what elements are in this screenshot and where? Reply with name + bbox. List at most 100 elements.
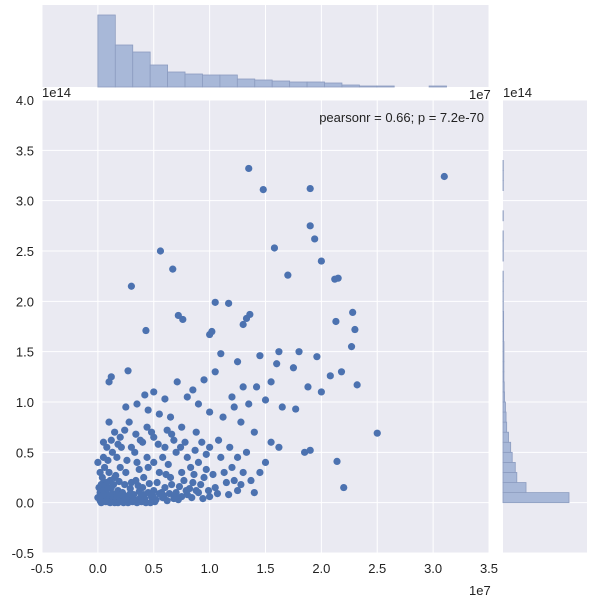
scatter-point [189,478,197,487]
scatter-point [134,481,142,490]
scatter-point [132,430,140,438]
scatter-point [135,465,143,474]
scatter-point [199,495,207,503]
scatter-point [155,410,163,418]
scatter-point [192,428,200,436]
scatter-point [94,458,102,466]
scatter-point [104,456,112,464]
scatter-point [273,360,281,368]
scatter-point [191,446,199,454]
x-marginal-bar [97,14,116,88]
scatter-point [197,480,205,489]
y-marginal-bar [502,391,505,403]
x-marginal-bar [289,81,308,88]
y-axis-offset-label: 1e14 [42,85,71,100]
scatter-point [175,482,184,491]
scatter-point [233,486,242,495]
scatter-point [267,438,275,446]
scatter-point [295,348,303,356]
y-marginal-bar [502,381,505,393]
scatter-point [143,423,151,431]
scatter-point [176,443,185,451]
y-tick-label: 1.5 [16,345,34,360]
x-tick-label: 0.0 [89,561,107,576]
scatter-point [164,460,172,469]
scatter-point [349,308,357,317]
scatter-point [143,453,151,461]
scatter-point [237,418,245,426]
scatter-point [166,413,175,421]
scatter-point [333,457,341,465]
x-tick-labels: -0.5 0.0 0.5 1.0 1.5 2.0 2.5 3.0 3.5 [31,561,498,576]
scatter-point [141,391,149,399]
x-tick-label: 1.0 [201,561,219,576]
scatter-point [306,222,314,230]
x-marginal-bar [428,85,447,88]
y-marginal-bar [502,371,505,383]
scatter-point [131,448,139,456]
scatter-point [161,395,169,403]
x-axis-offset-label: 1e7 [469,583,491,598]
scatter-point [122,468,130,477]
y-marginal-bar [502,421,508,433]
scatter-point [230,476,238,485]
scatter-point [233,453,242,461]
scatter-point [142,326,150,335]
scatter-point [202,450,210,458]
y-tick-label: 0.0 [16,496,34,511]
scatter-point [275,443,283,451]
scatter-point [256,352,264,360]
scatter-point [228,463,236,472]
scatter-point [250,489,258,497]
scatter-point [208,327,216,336]
scatter-point [239,320,247,329]
scatter-point [270,244,279,252]
scatter-point [183,393,191,401]
scatter-point [145,479,153,488]
scatter-point [211,368,219,376]
y-marginal-bar [502,472,518,483]
x-marginal-bars [97,14,447,88]
scatter-point [133,400,141,408]
scatter-point [204,486,213,495]
pearson-annotation: pearsonr = 0.66; p = 7.2e-70 [319,110,484,125]
scatter-point [247,476,255,485]
scatter-point [178,468,186,477]
scatter-point [103,443,111,451]
scatter-point [115,477,123,486]
x-marginal-bar [132,51,151,88]
scatter-point [105,418,113,426]
scatter-point [170,436,178,444]
y-tick-labels: -0.5 0.0 0.5 1.0 1.5 2.0 2.5 3.0 3.5 4.0 [12,93,34,561]
y-marginal-bar [502,411,507,423]
x-marginal-bar [219,74,238,88]
y-marginal-bar [502,401,506,413]
scatter-point [278,403,286,411]
scatter-point [317,257,325,265]
scatter-point [306,184,314,193]
x-marginal-bar [324,82,343,88]
scatter-point [168,480,176,489]
scatter-point [228,393,236,401]
y-marginal-bar [502,461,516,473]
x-marginal-bar [254,79,273,88]
scatter-point [351,325,359,334]
scatter-point [149,492,157,500]
y-tick-label: 4.0 [16,93,34,108]
scatter-point [172,448,180,456]
scatter-point [133,458,141,466]
scatter-point [267,378,275,386]
scatter-point [155,468,163,477]
y-marginal-bar [502,341,505,353]
scatter-point [124,367,132,375]
scatter-point [242,448,251,456]
y-marginal-bar [502,351,505,363]
scatter-points [94,164,448,507]
x-marginal-bar [236,78,256,88]
scatter-point [252,383,261,391]
y-tick-label: 2.5 [16,244,34,259]
scatter-point [311,235,319,243]
scatter-point [168,430,176,438]
scatter-point [136,436,144,444]
scatter-point [147,428,156,436]
